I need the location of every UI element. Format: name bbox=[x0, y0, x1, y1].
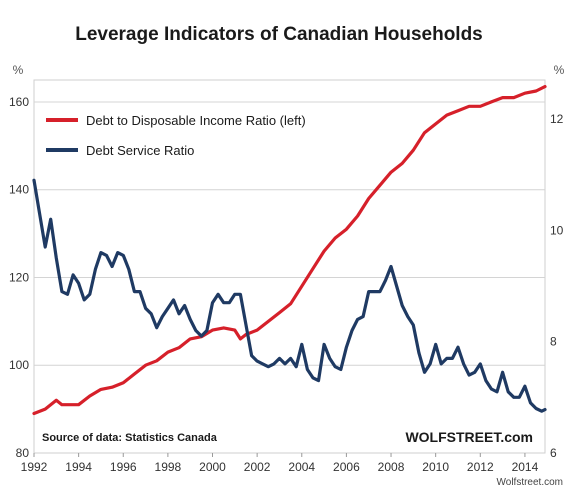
x-tick-label: 1994 bbox=[65, 460, 92, 474]
x-tick-label: 2008 bbox=[378, 460, 405, 474]
x-tick-label: 2014 bbox=[512, 460, 539, 474]
right-tick-label: 10 bbox=[550, 223, 564, 237]
x-tick-label: 2000 bbox=[199, 460, 226, 474]
x-tick-label: 2006 bbox=[333, 460, 360, 474]
legend-label-debt-income: Debt to Disposable Income Ratio (left) bbox=[86, 113, 306, 128]
x-tick-label: 2012 bbox=[467, 460, 494, 474]
x-tick-label: 2010 bbox=[422, 460, 449, 474]
left-tick-label: 80 bbox=[16, 446, 30, 460]
left-axis-ticks: 80 100 120 140 160 bbox=[9, 95, 29, 460]
right-axis-ticks: 6 8 10 12 bbox=[550, 112, 564, 460]
left-tick-label: 100 bbox=[9, 358, 29, 372]
x-axis-ticks: 1992 1994 1996 1998 2000 2002 2004 2006 2008 2010… bbox=[21, 453, 539, 474]
x-tick-label: 1992 bbox=[21, 460, 48, 474]
x-tick-label: 1996 bbox=[110, 460, 137, 474]
x-tick-label: 1998 bbox=[155, 460, 182, 474]
right-axis-unit: % bbox=[554, 63, 565, 77]
legend-label-debt-service: Debt Service Ratio bbox=[86, 143, 194, 158]
series-line-debt-service bbox=[32, 178, 547, 413]
chart-title: Leverage Indicators of Canadian Househol… bbox=[75, 24, 483, 45]
series-line-debt-to-income bbox=[32, 84, 547, 416]
brand-label: WOLFSTREET.com bbox=[405, 429, 533, 445]
left-tick-label: 140 bbox=[9, 183, 29, 197]
left-tick-label: 160 bbox=[9, 95, 29, 109]
plot-area bbox=[33, 79, 546, 454]
gridlines bbox=[34, 101, 545, 366]
x-tick-label: 2002 bbox=[244, 460, 271, 474]
legend: Debt to Disposable Income Ratio (left) D… bbox=[46, 113, 306, 158]
source-note: Source of data: Statistics Canada bbox=[42, 432, 218, 444]
series-lines bbox=[32, 84, 547, 416]
credit-label: Wolfstreet.com bbox=[497, 477, 564, 488]
right-tick-label: 12 bbox=[550, 112, 564, 126]
left-axis-unit: % bbox=[13, 63, 24, 77]
right-tick-label: 8 bbox=[550, 335, 557, 349]
left-tick-label: 120 bbox=[9, 270, 29, 284]
right-tick-label: 6 bbox=[550, 446, 557, 460]
x-tick-label: 2004 bbox=[288, 460, 315, 474]
